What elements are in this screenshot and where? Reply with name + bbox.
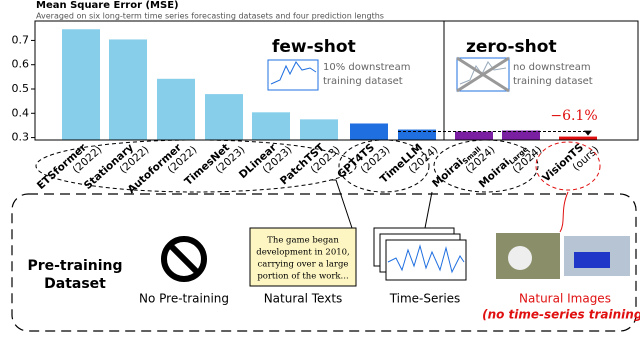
diagram-title: Dataset — [44, 276, 106, 292]
y-tick-label: 0.6 — [12, 58, 30, 71]
note: training dataset — [513, 76, 593, 87]
note: training dataset — [323, 76, 403, 87]
image — [574, 252, 610, 268]
arrow — [330, 179, 353, 229]
bar — [455, 131, 493, 140]
diagram-title: Pre-training — [27, 258, 122, 274]
sample-text: The game began — [267, 236, 339, 246]
label: Natural Images — [519, 292, 611, 306]
x-tick-label: TimeLLM(2024) — [378, 142, 441, 186]
icon — [161, 236, 207, 282]
x-tick-label: ETSformer(2022) — [35, 141, 105, 192]
note: no downstream — [513, 62, 591, 73]
ts-line — [387, 244, 465, 274]
reference-arrowhead — [584, 130, 592, 136]
few-shot: few-shot — [272, 37, 356, 57]
bar — [398, 129, 436, 140]
label: Time-Series — [389, 292, 461, 306]
bar — [109, 39, 147, 141]
group — [535, 141, 601, 191]
sample-text: portion of the work... — [257, 272, 348, 282]
chart-subtitle: Averaged on six long-term time series fo… — [36, 12, 384, 21]
label: (no time-series training) — [482, 308, 640, 322]
group — [433, 139, 539, 193]
group — [338, 139, 430, 193]
bar — [502, 130, 540, 140]
bar — [559, 136, 597, 140]
dataset-box — [11, 193, 637, 332]
y-tick-label: 0.7 — [12, 33, 30, 46]
bar — [62, 29, 100, 141]
y-tick-label: 0.3 — [12, 131, 30, 144]
zero-shot: zero-shot — [466, 37, 557, 57]
y-tick-label: 0.5 — [12, 82, 30, 95]
label: No Pre-training — [139, 292, 229, 306]
cross — [456, 56, 510, 93]
ts-card — [385, 239, 467, 281]
bar — [157, 78, 195, 140]
sample-text: development in 2010, — [256, 248, 350, 258]
note: 10% downstream — [323, 62, 410, 73]
y-tick-label: 0.4 — [12, 106, 30, 119]
plot-frame — [34, 20, 639, 141]
category-name: Moirai — [430, 156, 466, 190]
chart-title: Mean Square Error (MSE) — [36, 0, 179, 11]
image — [508, 246, 532, 270]
bar — [350, 123, 388, 140]
x-tick-label: VisionTS(ours) — [540, 142, 601, 185]
bar — [252, 112, 290, 140]
icon — [167, 242, 201, 276]
bar — [205, 94, 243, 140]
x-tick-label: MoiraiLarge(2024) — [477, 144, 545, 191]
sample-text: carrying over a large — [258, 260, 349, 270]
icon — [267, 59, 319, 91]
arrow — [424, 191, 433, 229]
improvement: −6.1% — [550, 108, 597, 124]
bar — [300, 119, 338, 140]
label: Natural Texts — [264, 292, 343, 306]
icon — [270, 61, 317, 85]
x-tick-label: TimesNet(2023) — [182, 142, 247, 188]
group — [35, 139, 357, 193]
x-tick-label: Stationary(2022) — [82, 141, 152, 192]
text-box — [249, 227, 357, 287]
arrow — [559, 191, 569, 233]
